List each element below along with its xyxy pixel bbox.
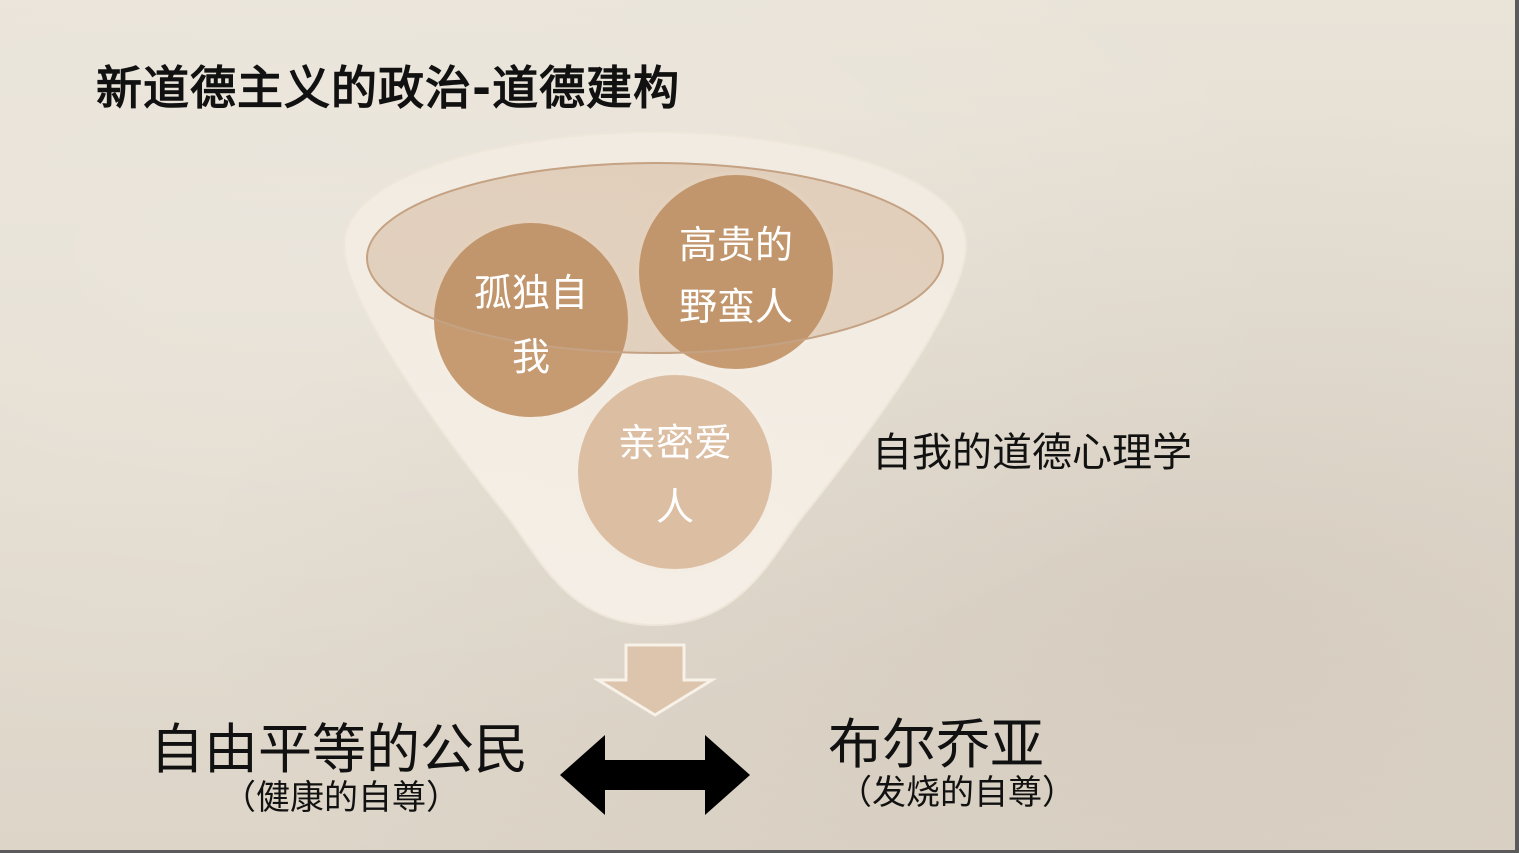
- circle-solitary-self: [430, 219, 632, 421]
- label-noble-savage-2: 野蛮人: [679, 285, 793, 329]
- slide-title: 新道德主义的政治-道德建构: [96, 61, 681, 115]
- frame-border-right: [1515, 0, 1519, 853]
- moral-psychology-label: 自我的道德心理学: [872, 430, 1192, 476]
- feverish-self-esteem-label: （发烧的自尊）: [838, 773, 1076, 813]
- down-arrow-icon: [592, 643, 718, 717]
- free-equal-citizen-label: 自由平等的公民: [150, 718, 528, 781]
- double-arrow-icon: [560, 735, 750, 815]
- circle-noble-savage: [635, 171, 837, 373]
- healthy-self-esteem-label: （健康的自尊）: [222, 778, 460, 818]
- label-intimate-lover-1: 亲密爱: [618, 421, 732, 465]
- label-solitary-self-1: 孤独自: [474, 271, 588, 315]
- label-noble-savage-1: 高贵的: [679, 223, 793, 267]
- label-intimate-lover-2: 人: [656, 485, 694, 529]
- circle-intimate-lover: [574, 371, 776, 573]
- frame-border-bottom: [0, 850, 1519, 853]
- label-solitary-self-2: 我: [512, 335, 550, 379]
- funnel-rim: [366, 162, 944, 354]
- bourgeois-label: 布尔乔亚: [828, 713, 1044, 776]
